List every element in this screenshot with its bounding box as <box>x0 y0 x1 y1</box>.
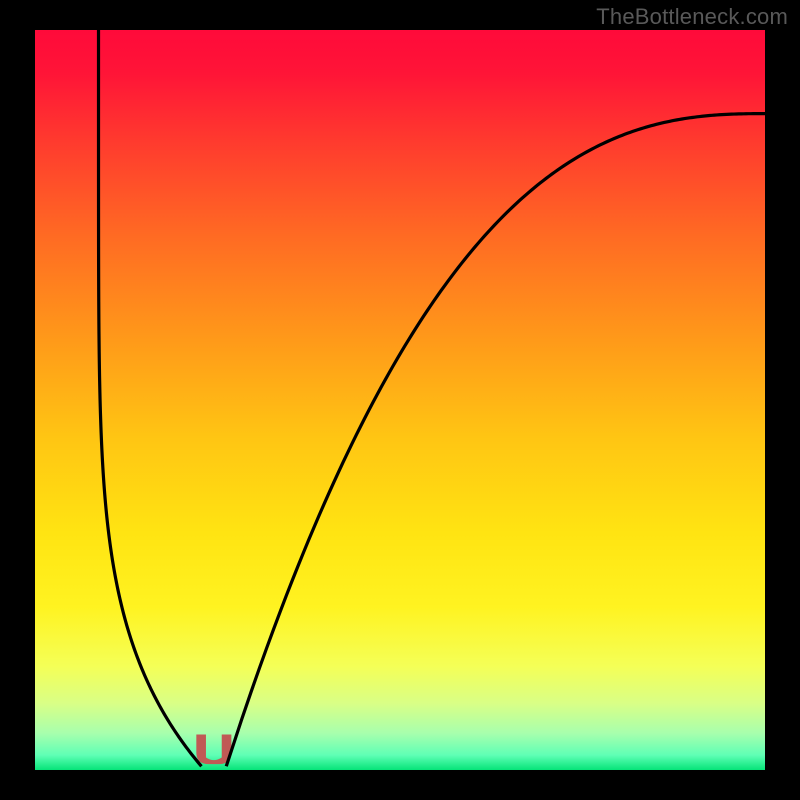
gradient-background <box>35 30 765 770</box>
watermark-text: TheBottleneck.com <box>596 4 788 30</box>
bottleneck-chart <box>0 0 800 800</box>
